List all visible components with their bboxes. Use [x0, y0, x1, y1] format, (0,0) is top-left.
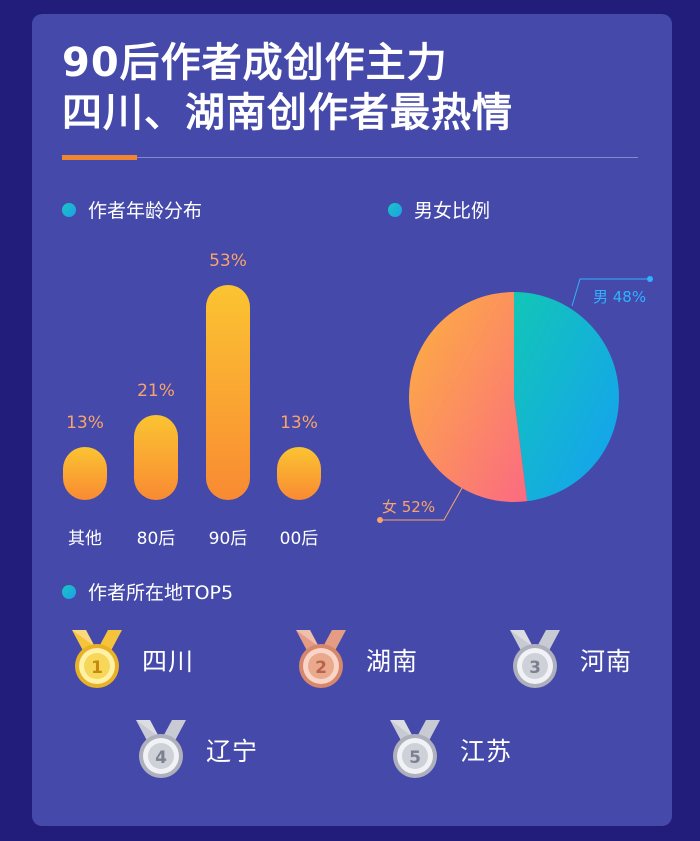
silver-medal-icon: 5: [386, 718, 444, 782]
region-heading-text: 作者所在地TOP5: [88, 582, 234, 604]
region-section-heading: 作者所在地TOP5: [62, 578, 233, 605]
svg-text:3: 3: [529, 658, 541, 678]
page-title: 90后作者成创作主力 四川、湖南创作者最热情: [62, 38, 662, 138]
region-name: 辽宁: [206, 737, 259, 766]
gender-heading-text: 男女比例: [414, 200, 491, 222]
svg-text:1: 1: [91, 658, 103, 678]
gold-medal-icon: 1: [68, 628, 126, 692]
svg-text:4: 4: [155, 748, 167, 768]
gender-section-heading: 男女比例: [388, 196, 490, 223]
region-item-2: 2 湖南: [292, 628, 418, 692]
pie-label-female: 女 52%: [382, 498, 436, 516]
divider-line: [62, 157, 638, 158]
bar-category-label: 00后: [279, 529, 319, 549]
silver-medal-icon: 3: [506, 628, 564, 692]
bar-value-label: 53%: [209, 251, 247, 271]
bullet-dot-icon: [62, 584, 76, 599]
region-name: 江苏: [460, 737, 513, 766]
bar-category-label: 90后: [208, 529, 248, 549]
bar-value-label: 13%: [280, 413, 318, 434]
age-heading-text: 作者年龄分布: [88, 200, 203, 222]
age-section-heading: 作者年龄分布: [62, 196, 202, 223]
region-item-3: 3 河南: [506, 628, 632, 692]
bronze-medal-icon: 2: [292, 628, 350, 692]
title-line-2: 四川、湖南创作者最热情: [62, 90, 513, 136]
bar-value-label: 21%: [137, 380, 175, 401]
svg-text:2: 2: [315, 658, 327, 678]
bullet-dot-icon: [388, 202, 402, 217]
region-name: 四川: [142, 647, 195, 676]
region-name: 湖南: [366, 647, 419, 676]
pie-label-male: 男 48%: [593, 288, 647, 306]
silver-medal-icon: 4: [132, 718, 190, 782]
bar-90后: [206, 285, 250, 500]
bar-value-label: 13%: [66, 413, 104, 434]
bar-00后: [277, 447, 321, 500]
bar-category-label: 80后: [136, 529, 176, 549]
title-line-1: 90后作者成创作主力: [62, 40, 448, 86]
bullet-dot-icon: [62, 202, 76, 217]
region-item-5: 5 江苏: [386, 718, 512, 782]
region-item-1: 1 四川: [68, 628, 194, 692]
bar-其他: [63, 447, 107, 500]
bar-category-label: 其他: [68, 529, 102, 549]
region-item-4: 4 辽宁: [132, 718, 258, 782]
divider-accent: [62, 155, 137, 160]
region-name: 河南: [580, 647, 633, 676]
bar-80后: [134, 414, 178, 500]
svg-text:5: 5: [409, 748, 421, 768]
